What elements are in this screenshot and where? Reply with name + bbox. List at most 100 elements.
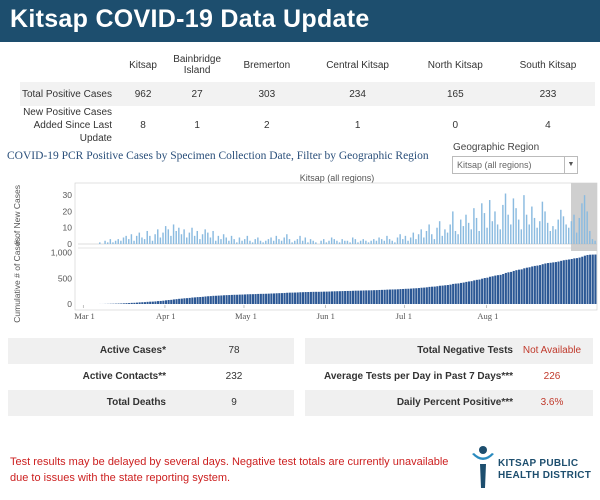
- daily-case-bar: [294, 240, 296, 244]
- daily-case-bar: [452, 211, 454, 244]
- cases-chart: Kitsap (all regions) 0 10 20 30 # of New Case…: [12, 173, 598, 323]
- cumulative-case-bar: [420, 287, 423, 304]
- daily-case-bar: [375, 240, 378, 244]
- cumulative-case-bar: [431, 286, 434, 304]
- daily-case-bar: [541, 201, 544, 244]
- table-cell: 0: [452, 120, 459, 131]
- stat-row: Active Contacts** 232: [8, 364, 294, 390]
- daily-case-bar: [315, 242, 317, 244]
- col-header-kitsap: Kitsap: [129, 59, 157, 71]
- daily-case-bar: [502, 204, 504, 244]
- stat-value: 232: [225, 371, 243, 382]
- cumulative-case-bar: [180, 298, 183, 304]
- cumulative-case-bar: [188, 297, 191, 304]
- daily-case-bar: [367, 242, 370, 244]
- daily-case-bar: [549, 230, 552, 244]
- table-cell: 233: [500, 82, 595, 106]
- cumulative-case-bar: [365, 290, 368, 304]
- cumulative-case-bar: [465, 281, 468, 304]
- table-cell: 234: [305, 82, 410, 106]
- daily-case-bar: [570, 221, 573, 244]
- stat-value: 78: [228, 345, 240, 356]
- cumulative-case-bar: [286, 292, 289, 304]
- cumulative-case-bar: [554, 262, 557, 304]
- daily-case-bar: [444, 229, 446, 244]
- cumulative-case-bar: [478, 279, 481, 304]
- daily-case-bar: [454, 230, 457, 244]
- cumulative-case-bar: [375, 290, 378, 304]
- daily-case-bar: [512, 198, 515, 244]
- cumulative-case-bar: [257, 293, 260, 304]
- cumulative-case-bar: [357, 290, 360, 304]
- cumulative-case-bar: [251, 294, 254, 304]
- cumulative-case-bar: [589, 254, 592, 304]
- daily-case-bar: [188, 232, 191, 244]
- x-tick-label: Mar 1: [74, 311, 95, 321]
- cumulative-case-bar: [423, 287, 426, 304]
- cumulative-case-bar: [402, 288, 405, 304]
- cumulative-case-bar: [380, 289, 384, 304]
- daily-case-bar: [446, 232, 449, 244]
- daily-case-bar: [236, 242, 238, 244]
- daily-case-bar: [517, 219, 520, 244]
- cumulative-case-bar: [362, 290, 365, 304]
- chevron-down-icon[interactable]: ▼: [564, 157, 577, 173]
- cumulative-case-bar: [525, 267, 528, 304]
- daily-case-bar: [436, 227, 438, 244]
- cumulative-case-bar: [412, 288, 415, 304]
- daily-case-bar: [323, 239, 325, 244]
- daily-case-bar: [475, 217, 478, 244]
- cumulative-case-bar: [378, 289, 381, 304]
- geo-region-dropdown[interactable]: Kitsap (all regions) ▼: [452, 156, 578, 174]
- logo-line1: KITSAP PUBLIC: [498, 458, 579, 469]
- daily-case-bar: [546, 222, 549, 244]
- stat-label: Total Negative Tests: [417, 345, 513, 356]
- cumulative-case-bar: [220, 295, 223, 304]
- daily-case-bar: [225, 237, 227, 244]
- daily-case-bar: [114, 240, 117, 244]
- col-header-bainbridge: Bainbridge Island: [173, 54, 221, 76]
- daily-case-bar: [246, 235, 249, 244]
- daily-ytick-label: 10: [63, 223, 73, 233]
- cumulative-case-bar: [370, 290, 373, 304]
- daily-case-bar: [336, 240, 338, 244]
- daily-case-bar: [180, 234, 183, 244]
- daily-case-bar: [433, 239, 436, 244]
- cumulative-case-bar: [191, 297, 194, 304]
- daily-case-bar: [109, 239, 112, 244]
- cumulative-case-bar: [212, 295, 215, 304]
- daily-case-bar: [494, 211, 496, 244]
- cumulative-case-bar: [323, 291, 326, 304]
- cumulative-case-bar: [149, 301, 152, 304]
- cumulative-case-bar: [483, 278, 486, 304]
- x-tick-label: May 1: [235, 311, 257, 321]
- daily-case-bar: [386, 235, 388, 244]
- daily-case-bar: [378, 237, 380, 244]
- col-header-south: South Kitsap: [519, 59, 577, 71]
- stat-row: Daily Percent Positive*** 3.6%: [305, 390, 593, 416]
- daily-case-bar: [122, 237, 125, 244]
- daily-case-bar: [207, 232, 209, 244]
- geo-region-value: Kitsap (all regions): [457, 160, 532, 170]
- daily-case-bar: [222, 234, 225, 244]
- daily-case-bar: [267, 239, 270, 244]
- daily-case-bar: [404, 235, 407, 244]
- kitsap-health-logo: KITSAP PUBLIC HEALTH DISTRICT: [470, 444, 598, 490]
- daily-case-bar: [341, 239, 343, 244]
- daily-case-bar: [254, 239, 256, 244]
- daily-case-bar: [228, 240, 230, 244]
- cumulative-case-bar: [415, 288, 418, 304]
- row-label: New Positive Cases Added Since Last Upda…: [23, 107, 112, 144]
- cumulative-case-bar: [178, 298, 181, 304]
- cumulative-case-bar: [517, 269, 521, 304]
- daily-case-bar: [133, 240, 135, 244]
- geo-filter-label: Geographic Region: [453, 142, 540, 153]
- daily-case-bar: [583, 195, 586, 244]
- table-cell: 27: [166, 82, 229, 106]
- cumulative-case-bar: [499, 274, 502, 304]
- table-row: Total Positive Cases 962 27 303 234 165 …: [20, 82, 595, 106]
- daily-case-bar: [370, 240, 372, 244]
- stat-label: Daily Percent Positive***: [396, 397, 513, 408]
- daily-case-bar: [304, 237, 307, 244]
- cumulative-case-bar: [557, 261, 560, 304]
